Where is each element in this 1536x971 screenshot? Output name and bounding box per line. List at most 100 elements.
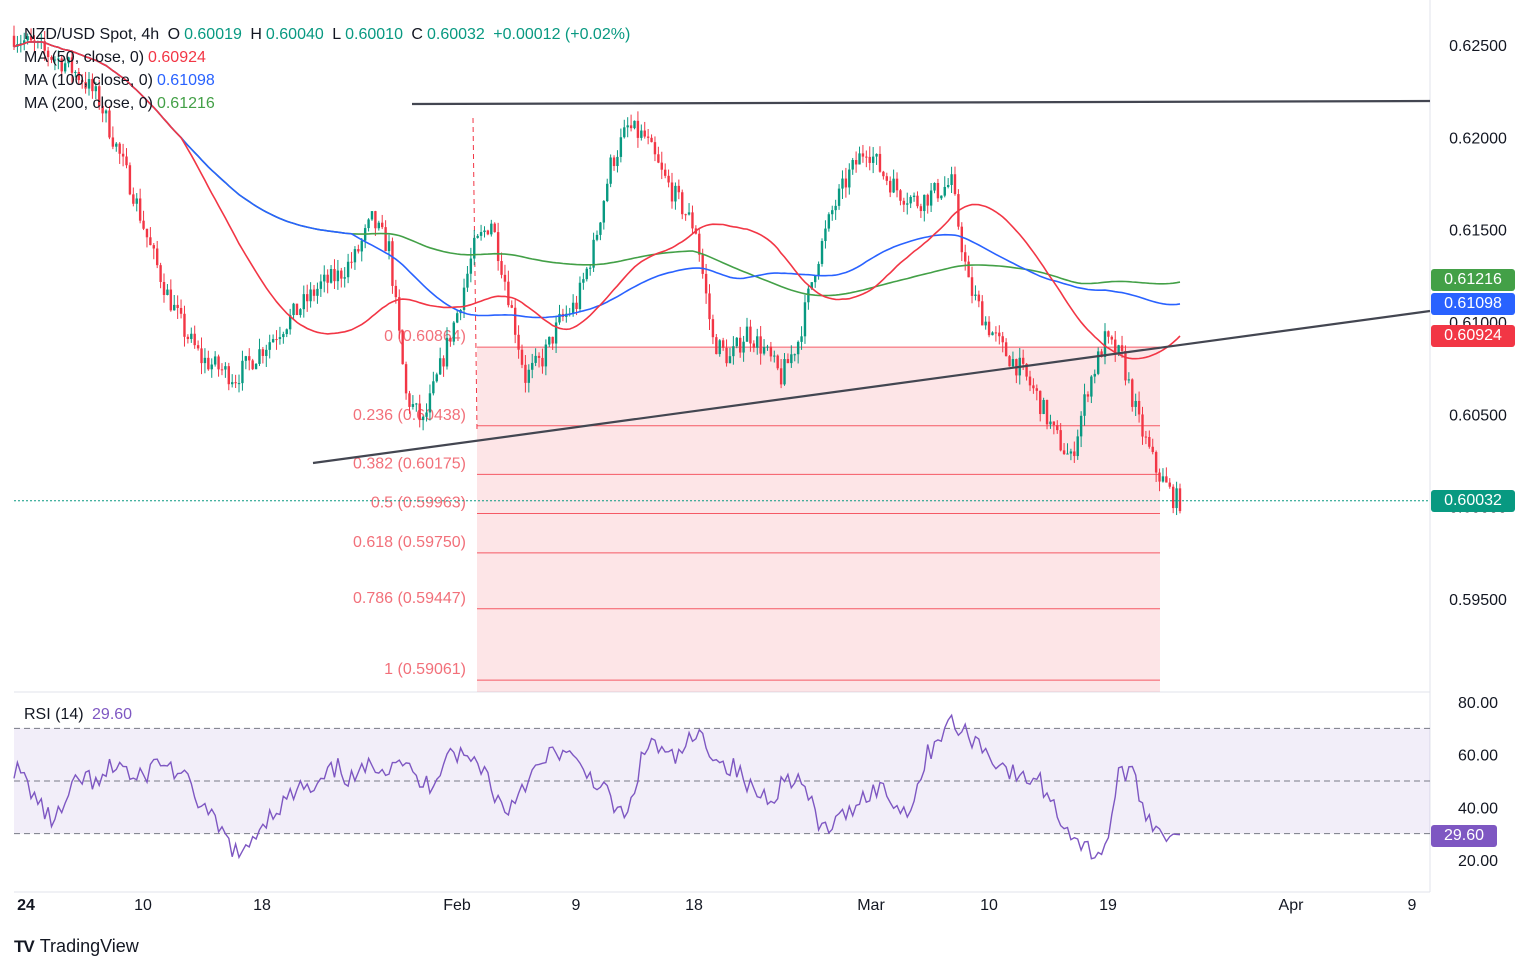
candle-body — [473, 237, 476, 259]
tradingview-logo[interactable]: TV TradingView — [14, 936, 139, 957]
candle-body — [1011, 359, 1015, 367]
candle-body — [336, 270, 340, 282]
candle-body — [902, 200, 906, 205]
candle-body — [1076, 436, 1079, 457]
time-axis-label: 9 — [1408, 897, 1417, 914]
candle-body — [374, 211, 377, 229]
candle-body — [783, 359, 786, 385]
candle-body — [762, 347, 766, 354]
candle-body — [609, 157, 612, 184]
candle-body — [333, 268, 336, 282]
candle-body — [643, 130, 646, 137]
candle-body — [496, 232, 500, 262]
candle-body — [738, 337, 742, 353]
candle-body — [295, 303, 299, 316]
candle-body — [428, 393, 432, 413]
candle-body — [769, 346, 773, 357]
price-axis-label: 0.59500 — [1449, 592, 1507, 609]
candle-body — [227, 366, 230, 385]
time-axis-label: Mar — [857, 897, 885, 914]
candle-body — [790, 354, 793, 364]
candle-body — [466, 273, 469, 288]
candle-body — [1028, 376, 1032, 386]
candle-body — [268, 342, 271, 350]
candle-body — [155, 248, 159, 266]
change-value: +0.00012 (+0.02%) — [493, 26, 631, 43]
candle-body — [687, 212, 691, 215]
candle-body — [650, 137, 653, 143]
candle-body — [759, 336, 762, 354]
candle-body — [868, 156, 871, 163]
candle-body — [381, 222, 384, 228]
candle-body — [57, 58, 60, 60]
candle-body — [950, 174, 953, 185]
candle-body — [183, 313, 186, 337]
candle-body — [541, 357, 544, 367]
candle-body — [53, 59, 57, 61]
candle-body — [254, 363, 258, 370]
candle-body — [895, 178, 899, 191]
candle-body — [827, 214, 831, 229]
candle-body — [166, 289, 169, 295]
candle-body — [1069, 451, 1073, 454]
candle-body — [1124, 350, 1127, 381]
candle-body — [558, 313, 561, 323]
candle-body — [1059, 430, 1062, 451]
candle-body — [1086, 394, 1090, 397]
candle-body — [861, 153, 865, 157]
candle-body — [507, 281, 510, 306]
candle-body — [128, 165, 132, 195]
ma50-value: 0.60924 — [148, 49, 206, 66]
candle-body — [391, 241, 394, 286]
rsi-legend[interactable]: RSI (14) 29.60 — [24, 706, 136, 724]
candle-body — [585, 268, 588, 280]
candle-body — [142, 220, 145, 229]
candle-body — [708, 293, 711, 320]
candle-body — [616, 156, 619, 167]
ma50-legend[interactable]: MA (50, close, 0) 0.60924 — [24, 49, 210, 67]
candle-body — [258, 349, 261, 364]
candle-body — [1001, 336, 1004, 343]
candle-body — [350, 261, 353, 263]
time-axis-label: 10 — [980, 897, 998, 914]
candle-body — [162, 281, 166, 295]
candle-body — [1148, 437, 1151, 447]
candle-body — [237, 383, 241, 385]
candle-body — [524, 364, 527, 383]
candle-body — [653, 142, 657, 155]
candle-body — [26, 36, 29, 41]
candle-body — [960, 226, 964, 253]
time-axis-label: Feb — [443, 897, 471, 914]
candle-body — [1120, 345, 1124, 351]
candle-body — [121, 153, 125, 157]
candle-body — [401, 330, 404, 365]
candle-body — [425, 412, 428, 417]
candle-body — [701, 254, 704, 274]
candle-body — [353, 249, 357, 263]
candle-body — [953, 174, 957, 195]
candle-body — [865, 156, 868, 158]
ma200-legend[interactable]: MA (200, close, 0) 0.61216 — [24, 95, 219, 113]
candle-body — [70, 57, 74, 73]
candle-body — [718, 340, 721, 355]
candle-body — [343, 277, 346, 279]
candle-body — [936, 182, 940, 199]
time-axis-label: 18 — [253, 897, 271, 914]
candle-body — [101, 105, 104, 114]
candle-body — [476, 235, 479, 238]
candle-body — [23, 40, 26, 44]
candle-body — [554, 322, 558, 344]
rsi-label: RSI (14) — [24, 706, 84, 723]
ma100-legend[interactable]: MA (100, close, 0) 0.61098 — [24, 72, 219, 90]
candle-body — [1158, 472, 1161, 482]
rsi-axis-label: 20.00 — [1458, 853, 1498, 870]
candle-body — [271, 339, 275, 343]
candle-body — [200, 348, 203, 364]
candle-body — [435, 374, 438, 382]
candle-body — [387, 241, 391, 252]
rsi-value-badge: 29.60 — [1431, 825, 1497, 847]
candle-body — [179, 307, 183, 314]
time-axis-label: 18 — [685, 897, 703, 914]
candle-body — [261, 349, 265, 356]
